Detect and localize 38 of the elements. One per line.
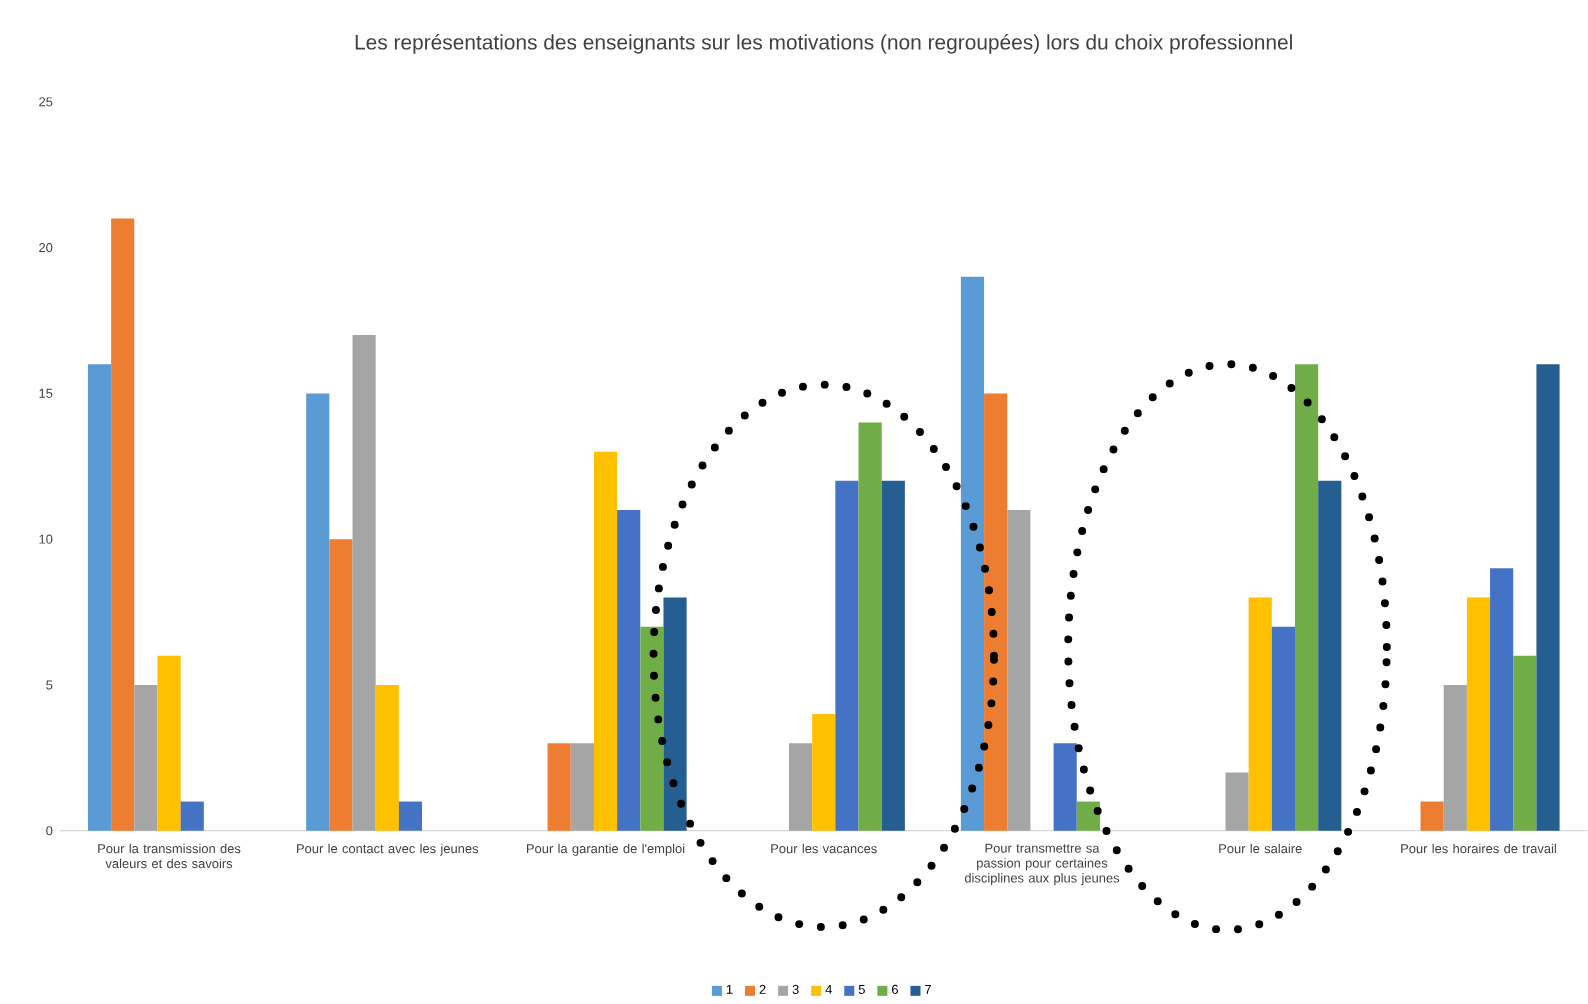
bar xyxy=(1248,597,1272,831)
bar xyxy=(960,276,985,831)
bar xyxy=(87,363,112,831)
bar xyxy=(1007,509,1031,831)
bar xyxy=(789,742,813,831)
bar xyxy=(1295,363,1319,831)
bar xyxy=(881,480,905,831)
bar xyxy=(111,218,135,831)
bar xyxy=(180,801,204,831)
bar xyxy=(375,684,399,831)
bar xyxy=(1536,363,1560,831)
bar xyxy=(134,684,158,831)
bar xyxy=(1490,567,1514,831)
bar xyxy=(835,480,859,831)
bar xyxy=(398,801,423,831)
bar xyxy=(984,392,1008,831)
bar xyxy=(306,392,330,831)
bar xyxy=(1513,655,1537,831)
bar xyxy=(1420,801,1444,831)
bar xyxy=(329,538,353,831)
bar xyxy=(617,509,641,831)
chart-title: Les représentations des enseignants sur les motivations (non regroupées) lors du choix professionnel xyxy=(355,33,1292,54)
bar xyxy=(1053,742,1077,831)
bar xyxy=(1318,480,1342,831)
bar xyxy=(858,422,882,831)
bar xyxy=(640,626,664,831)
bar xyxy=(352,334,376,831)
bar xyxy=(547,742,571,831)
bar xyxy=(663,597,687,831)
bar xyxy=(1466,597,1491,831)
bar xyxy=(570,742,594,831)
bar xyxy=(1225,772,1249,831)
bar xyxy=(1271,626,1295,831)
bar xyxy=(157,655,181,831)
bar xyxy=(1076,801,1100,831)
bar xyxy=(812,713,836,831)
bar xyxy=(593,451,618,831)
bar xyxy=(1443,684,1467,831)
